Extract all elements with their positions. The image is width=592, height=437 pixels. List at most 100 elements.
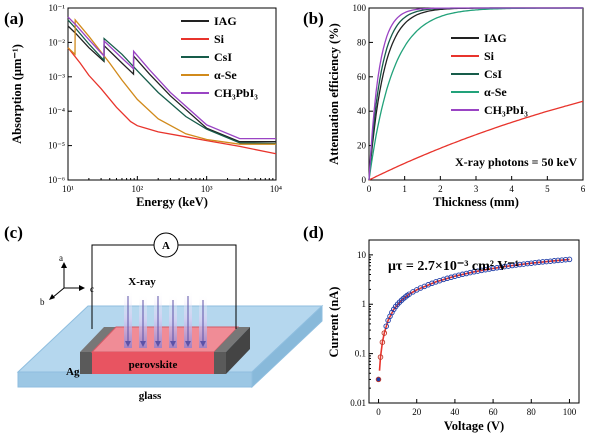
chart-b-series-line: [368, 7, 583, 181]
xray-arrowhead: [185, 341, 191, 347]
glass-front: [17, 371, 253, 388]
chart-d-point: [532, 259, 538, 266]
chart-a-legend-label: CH₃PbI₃: [214, 86, 258, 100]
chart-d-xtick-label: 40: [450, 407, 460, 417]
chart-b-ytick-label: 40: [357, 106, 367, 116]
chart-d-ytick-label: 10: [357, 250, 367, 260]
chart-d-point: [383, 323, 389, 329]
chart-d-point: [539, 259, 546, 265]
chart-d-point: [509, 262, 515, 269]
chart-a-series-line: [67, 25, 276, 143]
chart-d-point: [452, 273, 458, 279]
chart-b-legend-label: α-Se: [484, 85, 507, 99]
panel-label-c: (c): [4, 223, 23, 242]
chart-d-point: [494, 265, 500, 271]
chart-a-ytick-label: 10⁻¹: [49, 3, 66, 13]
ammeter-label: A: [162, 240, 170, 252]
perovskite-top: [90, 326, 240, 353]
chart-b-xtick-label: 2: [438, 184, 443, 194]
chart-b-xtick-label: 6: [581, 184, 586, 194]
chart-d-point: [448, 274, 454, 281]
xray-label: X-ray: [128, 276, 156, 288]
chart-d-point: [520, 261, 527, 267]
coordinate-axes: a c b: [40, 253, 94, 307]
chart-a-frame: [67, 7, 277, 181]
xray-arrowhead: [200, 341, 206, 347]
chart-b-xtick-label: 0: [367, 184, 372, 194]
chart-d-point: [444, 275, 451, 282]
chart-d-point: [559, 257, 565, 263]
chart-d-point: [566, 256, 573, 263]
chart-d-point: [375, 376, 382, 383]
chart-d-point: [528, 260, 535, 266]
perovskite-front: [92, 352, 214, 374]
chart-d-point: [463, 270, 470, 277]
chart-d-xtick-label: 0: [376, 407, 381, 417]
chart-d-ytick-label: 0.01: [350, 398, 366, 408]
chart-d-point: [547, 258, 554, 264]
chart-d-xtick-label: 80: [527, 407, 537, 417]
chart-d-point: [471, 269, 477, 275]
chart-d-fit-line: [378, 258, 570, 371]
chart-a-ylabel: Absorption (μm⁻¹): [10, 44, 24, 144]
chart-a-xtick-label: 10³: [201, 184, 213, 194]
chart-b-xtick-label: 1: [402, 184, 407, 194]
chart-b-series-line: [368, 100, 584, 181]
chart-d-point: [517, 261, 523, 268]
chart-d-ytick-label: 0.1: [355, 349, 366, 359]
chart-a-ytick-label: 10⁻⁴: [48, 106, 65, 116]
chart-a-legend-label: α-Se: [214, 68, 237, 82]
chart-d-point: [467, 269, 473, 276]
chart-d-point: [440, 276, 447, 283]
wire-right: [178, 244, 237, 329]
panel-label-b: (b): [303, 9, 324, 28]
chart-d-point: [459, 271, 466, 278]
ag-electrode-right-top: [214, 327, 250, 352]
axis-c-label: c: [90, 284, 94, 294]
chart-a-ytick-label: 10⁻³: [49, 72, 66, 82]
xray-arrowhead: [125, 341, 131, 347]
chart-d-point: [497, 264, 504, 270]
chart-a-series-line: [67, 47, 277, 155]
chart-d-xlabel: Voltage (V): [444, 419, 504, 433]
chart-a-ytick-label: 10⁻⁵: [48, 141, 65, 151]
chart-d-frame: [368, 239, 580, 404]
chart-b-ylabel: Attenuation efficiency (%): [327, 23, 341, 165]
xray-arrowhead: [155, 341, 161, 347]
ammeter: [153, 232, 179, 258]
chart-a-xtick-label: 10⁴: [270, 184, 282, 194]
ag-electrode-left-top: [80, 327, 116, 352]
device-schematic: A X-ray Ag perovskite glass a c b: [16, 232, 324, 402]
chart-a-series-line: [67, 16, 276, 140]
chart-d-xtick-label: 20: [412, 407, 422, 417]
chart-a-legend-label: Si: [214, 32, 225, 46]
chart-a-series-line: [67, 18, 276, 145]
chart-d-ylabel: Current (nA): [327, 287, 341, 358]
axis-b-label: b: [40, 297, 45, 307]
chart-d-point: [501, 263, 508, 270]
chart-d-point: [513, 262, 519, 268]
chart-b-annotation: X-ray photons = 50 keV: [455, 155, 578, 169]
chart-a-series-line: [67, 19, 277, 145]
ag-electrode-right-side: [226, 327, 250, 374]
chart-d-annotation: μτ = 2.7×10⁻³ cm² V⁻¹: [388, 259, 519, 274]
chart-d-point: [543, 258, 550, 265]
perovskite-label: perovskite: [129, 359, 178, 371]
chart-b-ytick-label: 20: [357, 141, 367, 151]
chart-b-legend-label: IAG: [484, 31, 507, 45]
chart-d-point: [455, 272, 462, 278]
chart-b-legend-label: CH₃PbI₃: [484, 103, 528, 117]
chart-d-point: [551, 258, 557, 264]
chart-b-legend-label: Si: [484, 49, 495, 63]
chart-a: 10¹ 10² 10³ 10⁴ 10⁻⁶ 10⁻⁵ 10⁻⁴ 10⁻³ 10⁻² 10⁻¹ IAG…: [10, 3, 282, 209]
chart-d-point: [562, 256, 569, 263]
xray-arrowhead: [140, 341, 146, 347]
chart-a-xlabel: Energy (keV): [136, 195, 208, 209]
chart-b-ytick-label: 60: [357, 72, 367, 82]
chart-d-point: [475, 268, 481, 274]
axis-a-label: a: [59, 253, 63, 263]
chart-a-xtick-label: 10¹: [62, 184, 74, 194]
chart-a-legend-label: CsI: [214, 50, 232, 64]
